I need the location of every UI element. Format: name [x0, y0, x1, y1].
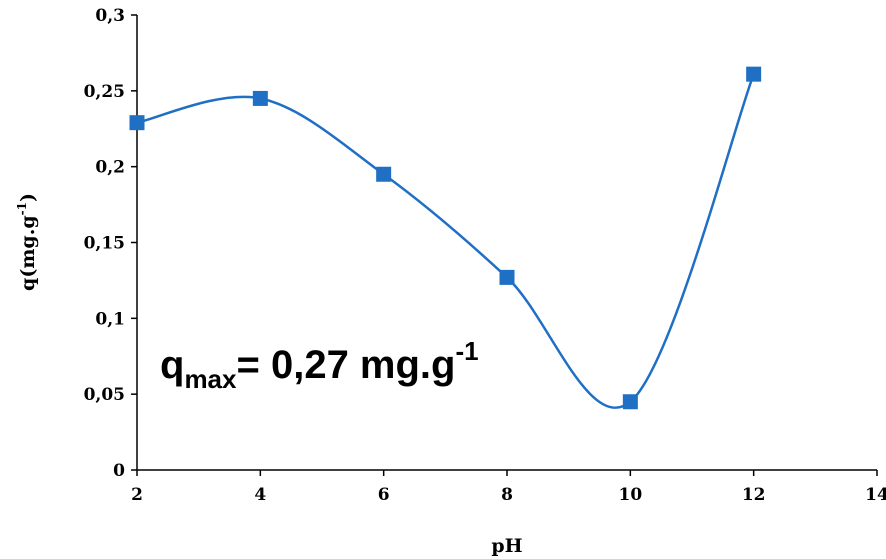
- x-axis-title: pH: [491, 535, 522, 557]
- x-tick-label: 4: [254, 485, 266, 505]
- y-ticks: 0 0,05 0,1 0,15 0,2 0,25 0,3: [84, 6, 137, 481]
- qmax-annotation: qmax= 0,27 mg.g-1: [160, 336, 479, 394]
- y-tick-label: 0,25: [84, 82, 125, 102]
- y-axis-title-base: q(mg.g: [17, 215, 39, 291]
- x-tick-label: 8: [501, 485, 513, 505]
- x-tick-label: 12: [742, 485, 766, 505]
- annotation-subscript: max: [184, 364, 237, 394]
- annotation-q: q: [160, 343, 184, 387]
- data-point-marker: [376, 166, 392, 182]
- x-ticks: 2 4 6 8 10 12 14: [131, 470, 886, 505]
- y-tick-label: 0,1: [95, 309, 125, 329]
- data-point-marker: [499, 269, 515, 285]
- data-point-marker: [622, 394, 638, 410]
- x-tick-label: 10: [618, 485, 642, 505]
- y-tick-label: 0,3: [95, 6, 125, 26]
- annotation-text: = 0,27 mg.g: [236, 343, 455, 387]
- axes: [136, 15, 877, 471]
- x-tick-label: 14: [865, 485, 886, 505]
- y-axis-title-superscript: -1: [15, 202, 29, 215]
- x-tick-label: 2: [131, 485, 143, 505]
- y-axis-title: q(mg.g-1): [15, 193, 39, 291]
- y-tick-label: 0,15: [84, 234, 125, 254]
- x-tick-label: 6: [378, 485, 390, 505]
- y-axis-title-end: ): [17, 193, 39, 202]
- y-tick-label: 0,2: [95, 158, 125, 178]
- y-tick-label: 0: [113, 461, 125, 481]
- data-point-marker: [252, 90, 268, 106]
- data-point-marker: [129, 115, 145, 131]
- series-markers: [129, 66, 762, 410]
- data-point-marker: [746, 66, 762, 82]
- y-tick-label: 0,05: [84, 385, 125, 405]
- annotation-superscript: -1: [455, 336, 478, 366]
